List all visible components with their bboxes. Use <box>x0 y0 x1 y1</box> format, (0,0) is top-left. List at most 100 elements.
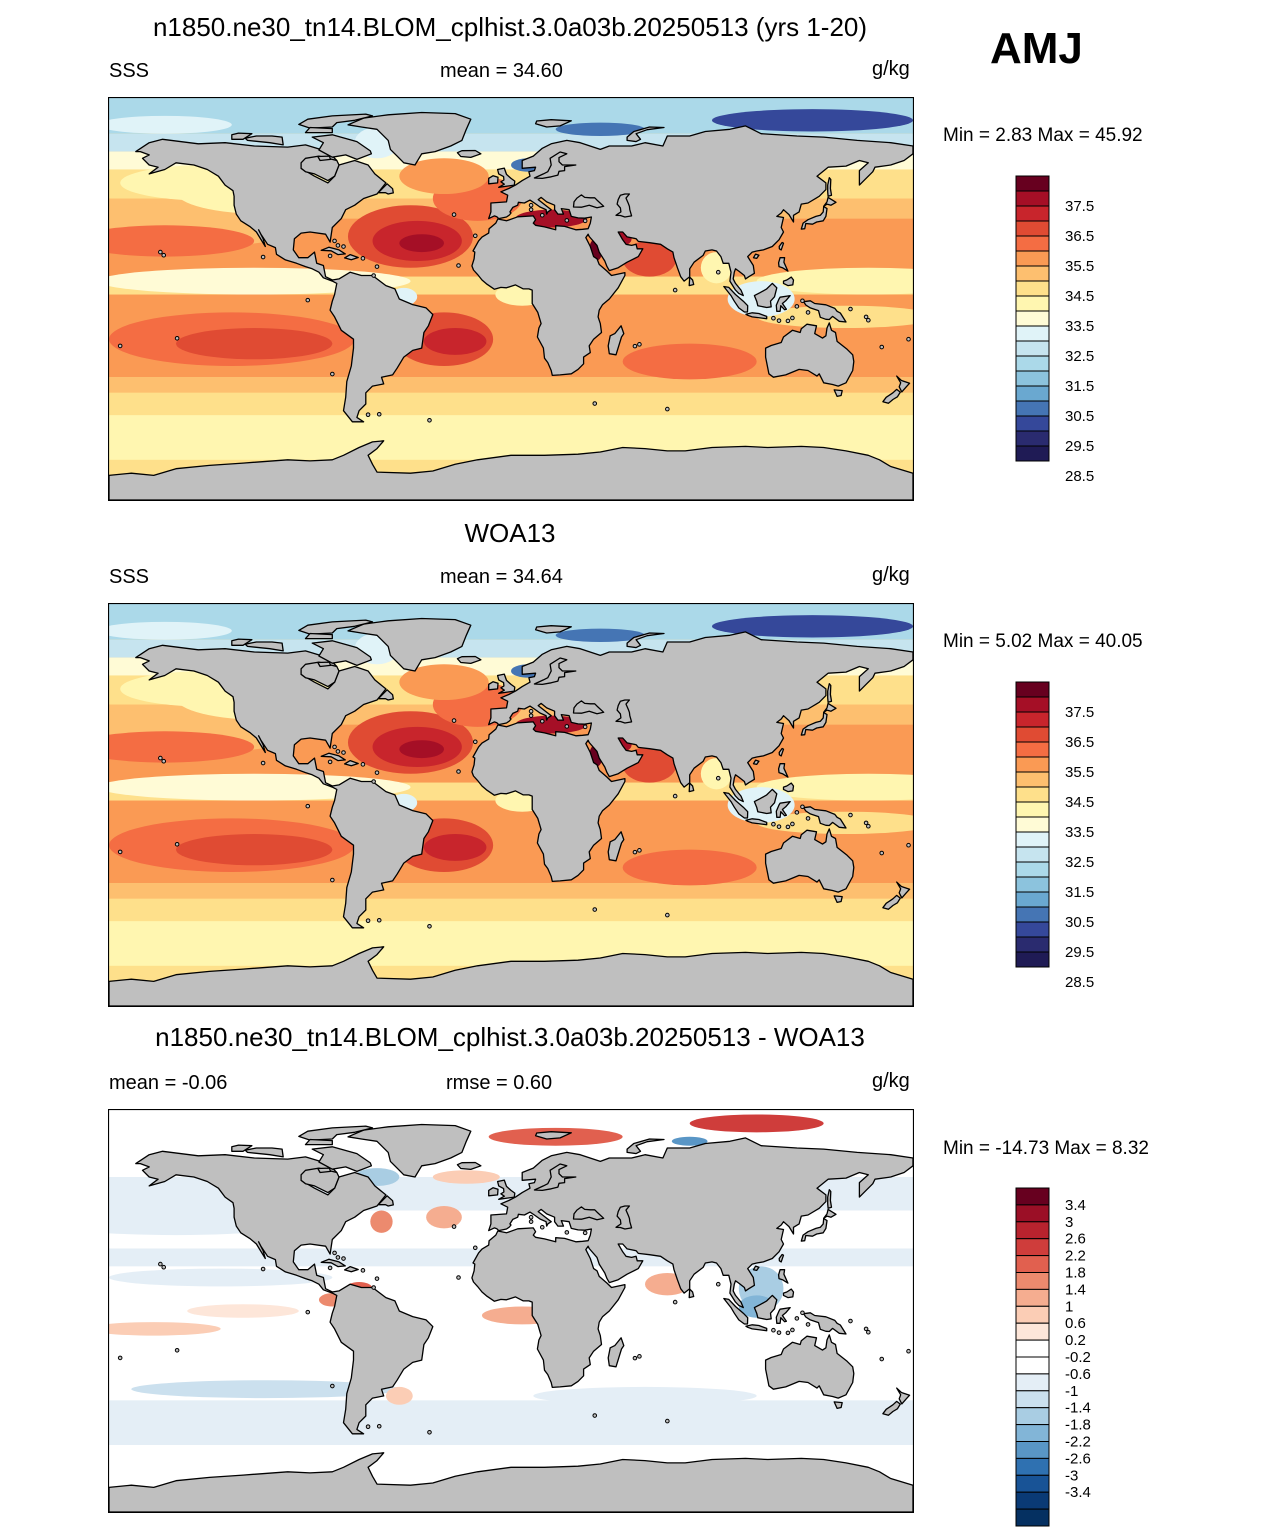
small-island <box>794 810 800 815</box>
colorbar-box <box>1015 415 1050 432</box>
salinity-anomaly <box>423 328 487 355</box>
colorbar-box <box>1015 861 1050 878</box>
small-island <box>665 1418 670 1424</box>
colorbar-box <box>1015 310 1050 327</box>
landmass-taiwan <box>778 747 785 757</box>
landmass-greenland <box>347 111 472 166</box>
colorbar-tick-label: -2.2 <box>1065 1434 1091 1451</box>
colorbar-box <box>1015 681 1050 698</box>
colorbar-tick-label: 35.5 <box>1065 764 1094 781</box>
salinity-anomaly <box>399 740 444 759</box>
small-island <box>528 202 534 208</box>
salinity-anomaly <box>343 1407 500 1425</box>
panel2-colorbar: 37.5 36.5 35.5 34.5 33.5 32.5 31.5 30.5 29.5 28.5 <box>1015 681 1094 991</box>
colorbar-tick-label: 0.2 <box>1065 1332 1086 1349</box>
landmass-nz_n <box>896 375 911 393</box>
small-island <box>174 1348 180 1353</box>
salinity-band <box>109 1400 913 1445</box>
small-island <box>785 824 791 830</box>
small-island <box>427 1429 432 1435</box>
panel2-minmax-label: Min = 5.02 Max = 40.05 <box>943 631 1143 652</box>
landmass-tasmania <box>833 1401 843 1410</box>
colorbar-box <box>1015 1288 1050 1307</box>
small-island <box>260 254 266 260</box>
colorbar-box <box>1015 1255 1050 1273</box>
small-island <box>371 273 376 278</box>
map-land <box>108 617 914 1007</box>
small-island <box>117 1355 123 1361</box>
landmass-ireland <box>488 681 499 691</box>
landmass-eurasia <box>471 631 914 883</box>
small-island <box>161 1264 167 1270</box>
landmass-antarctica <box>108 1452 914 1513</box>
small-island <box>776 824 782 829</box>
small-island <box>335 243 341 248</box>
colorbar-tick-label: -0.2 <box>1065 1349 1091 1366</box>
small-island <box>330 371 335 377</box>
landmass-tasmania <box>833 895 843 904</box>
colorbar-box <box>1015 711 1050 728</box>
landmass-hokkaido <box>823 196 837 207</box>
small-island <box>260 1266 266 1272</box>
map-frame <box>108 97 914 501</box>
landmass-taiwan <box>778 241 785 251</box>
landmass-borneo <box>753 788 778 815</box>
colorbar-box <box>1015 340 1050 357</box>
landmass-nz_s <box>882 388 901 404</box>
landmass-newfoundland <box>377 183 394 195</box>
landmass-ireland <box>488 175 499 185</box>
small-island <box>906 842 911 848</box>
colorbar-box <box>1015 1322 1050 1341</box>
landmass-newfoundland <box>377 1195 394 1207</box>
panel2-mean-label: mean = 34.64 <box>440 566 563 588</box>
small-island <box>374 264 380 269</box>
salinity-band <box>109 377 913 393</box>
small-island <box>637 342 642 347</box>
landmass-nz_n <box>896 1387 911 1405</box>
panel1-minmax-label: Min = 2.83 Max = 45.92 <box>943 125 1143 146</box>
colorbar-tick-label: 31.5 <box>1065 378 1094 395</box>
small-island <box>866 1329 871 1335</box>
landmass-hudson <box>300 661 340 688</box>
salinity-anomaly <box>712 615 913 638</box>
colorbar-tick-label: 35.5 <box>1065 258 1094 275</box>
small-island <box>528 713 534 718</box>
small-island <box>528 1219 534 1224</box>
salinity-band <box>109 898 913 922</box>
small-island <box>863 314 869 320</box>
colorbar-tick-label: 37.5 <box>1065 198 1094 215</box>
small-island <box>848 306 853 312</box>
landmass-victoria <box>244 135 284 146</box>
colorbar-tick-label: 34.5 <box>1065 288 1094 305</box>
small-island <box>456 1275 461 1280</box>
colorbar-box <box>1015 741 1050 758</box>
small-island <box>341 1256 346 1261</box>
salinity-anomaly <box>671 1136 708 1146</box>
landmass-mindanao <box>782 276 795 287</box>
salinity-band <box>109 392 913 416</box>
colorbar-box <box>1015 385 1050 402</box>
small-island <box>260 760 266 766</box>
landmass-java <box>745 818 768 826</box>
landmass-svalbard <box>534 119 572 128</box>
small-island <box>371 779 376 784</box>
season-label: AMJ <box>990 24 1083 73</box>
small-island <box>632 343 638 349</box>
landmass-sumatra <box>723 285 749 313</box>
colorbar-tick-label: 3.4 <box>1065 1197 1086 1214</box>
small-island <box>427 417 432 423</box>
salinity-anomaly <box>533 1386 757 1405</box>
salinity-anomaly <box>426 1206 462 1229</box>
landmass-australia <box>764 1334 855 1399</box>
landmass-southampton <box>317 661 332 668</box>
landmass-iceland <box>456 149 482 159</box>
small-island <box>305 297 311 303</box>
small-island <box>472 1245 478 1251</box>
colorbar-box <box>1015 951 1050 968</box>
small-island <box>332 238 337 244</box>
small-island <box>174 842 180 847</box>
colorbar-box <box>1015 846 1050 863</box>
small-island <box>451 212 457 217</box>
small-island <box>672 287 678 293</box>
small-island <box>360 1268 366 1273</box>
